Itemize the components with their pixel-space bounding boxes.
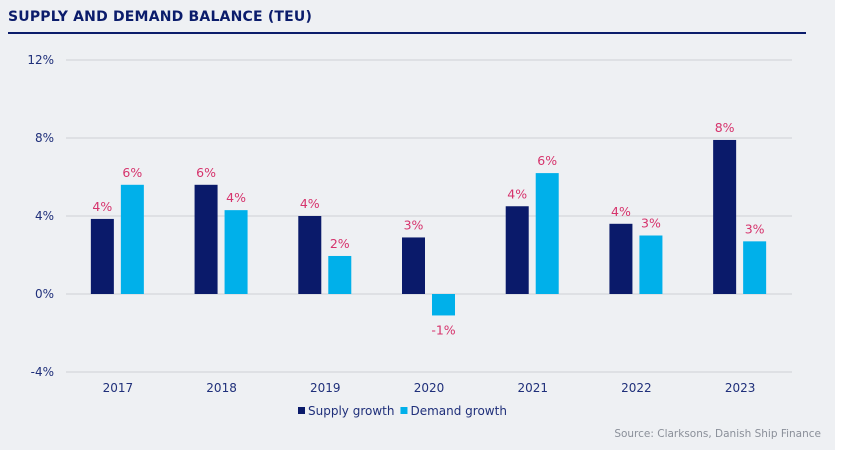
bar-supply (90, 218, 114, 294)
source-note: Source: Clarksons, Danish Ship Finance (614, 428, 821, 440)
x-tick-label: 2020 (414, 381, 445, 395)
bar-supply (402, 237, 425, 294)
data-label: 6% (537, 153, 557, 168)
data-label: 6% (122, 165, 142, 180)
data-label: 4% (226, 190, 246, 205)
bar-demand (120, 184, 144, 294)
x-tick-label: 2019 (310, 381, 341, 395)
data-label: 3% (641, 216, 661, 231)
data-label: 4% (507, 186, 527, 201)
legend-label: Demand growth (410, 404, 506, 418)
bar-demand (432, 294, 455, 316)
y-tick-label: 12% (27, 53, 54, 67)
data-label: -1% (431, 322, 455, 337)
bar-supply (298, 216, 322, 294)
data-label: 4% (300, 196, 320, 211)
x-tick-label: 2022 (621, 381, 652, 395)
bar-demand (328, 255, 352, 294)
legend-label: Supply growth (308, 404, 394, 418)
x-tick-label: 2018 (206, 381, 237, 395)
data-label: 6% (196, 165, 216, 180)
bar-demand (639, 235, 663, 294)
title-divider (8, 32, 806, 34)
bar-supply (713, 139, 737, 294)
bar-supply (194, 184, 218, 294)
data-label: 2% (330, 236, 350, 251)
data-label: 4% (611, 204, 631, 219)
bar-demand (743, 241, 767, 294)
y-tick-label: 4% (35, 209, 54, 223)
data-label: 8% (715, 120, 735, 135)
x-tick-label: 2023 (725, 381, 756, 395)
y-tick-label: 0% (35, 287, 54, 301)
bar-supply (609, 223, 633, 294)
legend-swatch (298, 407, 305, 414)
legend-swatch (400, 407, 408, 414)
data-label: 3% (745, 221, 765, 236)
y-tick-label: -4% (31, 365, 54, 379)
data-label: 4% (92, 199, 112, 214)
y-tick-label: 8% (35, 131, 54, 145)
chart-title: SUPPLY AND DEMAND BALANCE (TEU) (8, 9, 313, 25)
data-label: 3% (404, 217, 424, 232)
bar-demand (224, 210, 248, 294)
x-tick-label: 2017 (103, 381, 134, 395)
x-tick-label: 2021 (517, 381, 548, 395)
bar-supply (505, 206, 529, 294)
bar-demand (535, 173, 559, 294)
